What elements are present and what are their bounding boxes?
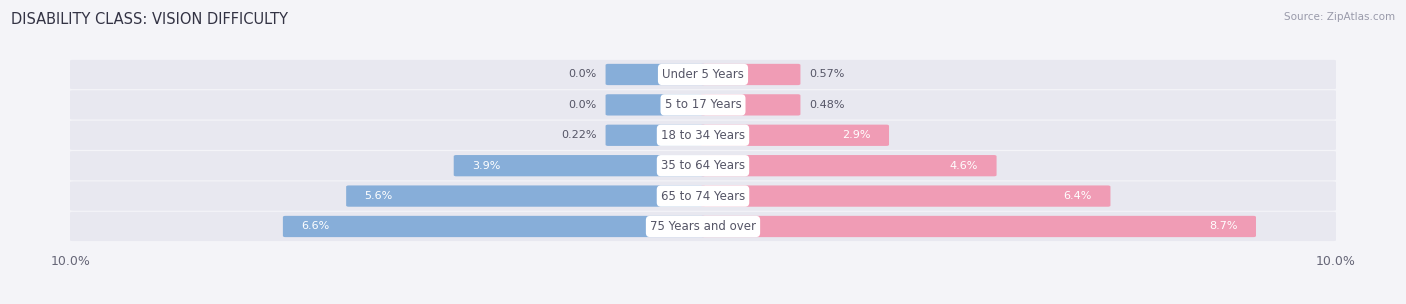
Text: 3.9%: 3.9% (472, 161, 501, 171)
Text: 18 to 34 Years: 18 to 34 Years (661, 129, 745, 142)
FancyBboxPatch shape (700, 185, 1111, 207)
Text: 0.0%: 0.0% (568, 70, 596, 79)
FancyBboxPatch shape (700, 64, 800, 85)
Text: 65 to 74 Years: 65 to 74 Years (661, 190, 745, 202)
Text: 5.6%: 5.6% (364, 191, 392, 201)
Text: 2.9%: 2.9% (842, 130, 870, 140)
FancyBboxPatch shape (454, 155, 706, 176)
Text: 35 to 64 Years: 35 to 64 Years (661, 159, 745, 172)
FancyBboxPatch shape (69, 151, 1337, 180)
Text: 6.6%: 6.6% (301, 222, 329, 231)
FancyBboxPatch shape (700, 216, 1256, 237)
Text: 75 Years and over: 75 Years and over (650, 220, 756, 233)
FancyBboxPatch shape (606, 94, 706, 116)
Text: 0.0%: 0.0% (568, 100, 596, 110)
Text: 6.4%: 6.4% (1064, 191, 1092, 201)
FancyBboxPatch shape (346, 185, 706, 207)
FancyBboxPatch shape (606, 64, 706, 85)
Text: 8.7%: 8.7% (1209, 222, 1237, 231)
FancyBboxPatch shape (69, 181, 1337, 211)
FancyBboxPatch shape (700, 94, 800, 116)
Text: 4.6%: 4.6% (950, 161, 979, 171)
Text: 0.22%: 0.22% (561, 130, 596, 140)
FancyBboxPatch shape (606, 125, 706, 146)
Text: 0.57%: 0.57% (810, 70, 845, 79)
FancyBboxPatch shape (283, 216, 706, 237)
FancyBboxPatch shape (69, 212, 1337, 241)
FancyBboxPatch shape (69, 90, 1337, 119)
Text: 0.48%: 0.48% (810, 100, 845, 110)
FancyBboxPatch shape (69, 121, 1337, 150)
FancyBboxPatch shape (700, 155, 997, 176)
Text: DISABILITY CLASS: VISION DIFFICULTY: DISABILITY CLASS: VISION DIFFICULTY (11, 12, 288, 27)
FancyBboxPatch shape (69, 60, 1337, 89)
Text: Under 5 Years: Under 5 Years (662, 68, 744, 81)
Text: Source: ZipAtlas.com: Source: ZipAtlas.com (1284, 12, 1395, 22)
Text: 5 to 17 Years: 5 to 17 Years (665, 98, 741, 111)
FancyBboxPatch shape (700, 125, 889, 146)
